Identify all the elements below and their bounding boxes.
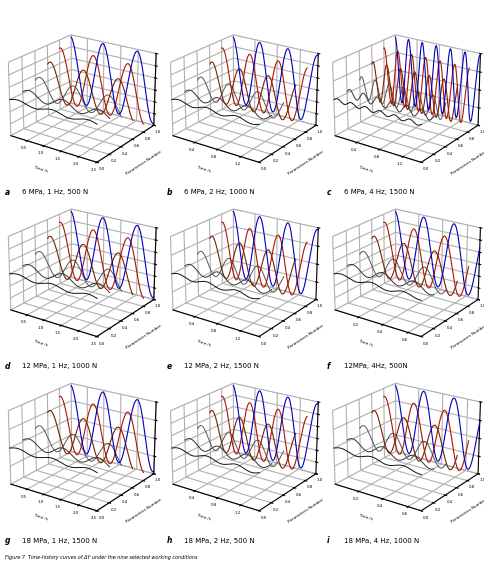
X-axis label: Time /s: Time /s bbox=[33, 165, 48, 173]
X-axis label: Time /s: Time /s bbox=[33, 513, 48, 522]
Text: 18 MPa, 1 Hz, 1500 N: 18 MPa, 1 Hz, 1500 N bbox=[22, 538, 97, 543]
Text: c: c bbox=[327, 188, 331, 197]
Text: 12MPa, 4Hz, 500N: 12MPa, 4Hz, 500N bbox=[344, 364, 408, 369]
Text: 6 MPa, 4 Hz, 1500 N: 6 MPa, 4 Hz, 1500 N bbox=[344, 189, 414, 195]
Y-axis label: Parameters Number: Parameters Number bbox=[125, 498, 163, 524]
Y-axis label: Parameters Number: Parameters Number bbox=[450, 149, 484, 175]
X-axis label: Time /s: Time /s bbox=[358, 339, 373, 347]
Text: e: e bbox=[167, 362, 172, 371]
Text: h: h bbox=[167, 536, 172, 545]
X-axis label: Time /s: Time /s bbox=[196, 513, 211, 522]
Text: f: f bbox=[327, 362, 330, 371]
X-axis label: Time /s: Time /s bbox=[33, 339, 48, 347]
Text: 6 MPa, 2 Hz, 1000 N: 6 MPa, 2 Hz, 1000 N bbox=[184, 189, 255, 195]
Text: a: a bbox=[5, 188, 10, 197]
Text: 18 MPa, 4 Hz, 1000 N: 18 MPa, 4 Hz, 1000 N bbox=[344, 538, 419, 543]
Text: 12 MPa, 1 Hz, 1000 N: 12 MPa, 1 Hz, 1000 N bbox=[22, 364, 97, 369]
Text: 12 MPa, 2 Hz, 1500 N: 12 MPa, 2 Hz, 1500 N bbox=[184, 364, 259, 369]
Y-axis label: Parameters Number: Parameters Number bbox=[125, 324, 163, 350]
Y-axis label: Parameters Number: Parameters Number bbox=[287, 498, 325, 524]
X-axis label: Time /s: Time /s bbox=[196, 339, 211, 347]
Y-axis label: Parameters Number: Parameters Number bbox=[287, 149, 325, 175]
Text: g: g bbox=[5, 536, 10, 545]
Text: b: b bbox=[167, 188, 172, 197]
Text: 18 MPa, 2 Hz, 500 N: 18 MPa, 2 Hz, 500 N bbox=[184, 538, 255, 543]
X-axis label: Time /s: Time /s bbox=[358, 513, 373, 522]
Text: i: i bbox=[327, 536, 329, 545]
Y-axis label: Parameters Number: Parameters Number bbox=[125, 149, 163, 175]
Text: d: d bbox=[5, 362, 10, 371]
X-axis label: Time /s: Time /s bbox=[196, 165, 211, 173]
Y-axis label: Parameters Number: Parameters Number bbox=[450, 498, 484, 524]
Y-axis label: Parameters Number: Parameters Number bbox=[287, 324, 325, 350]
X-axis label: Time /s: Time /s bbox=[358, 165, 373, 173]
Y-axis label: Parameters Number: Parameters Number bbox=[450, 324, 484, 350]
Text: Figure 7  Time-history curves of ΔY under the nine selected working conditions: Figure 7 Time-history curves of ΔY under… bbox=[5, 555, 197, 560]
Text: 6 MPa, 1 Hz, 500 N: 6 MPa, 1 Hz, 500 N bbox=[22, 189, 88, 195]
